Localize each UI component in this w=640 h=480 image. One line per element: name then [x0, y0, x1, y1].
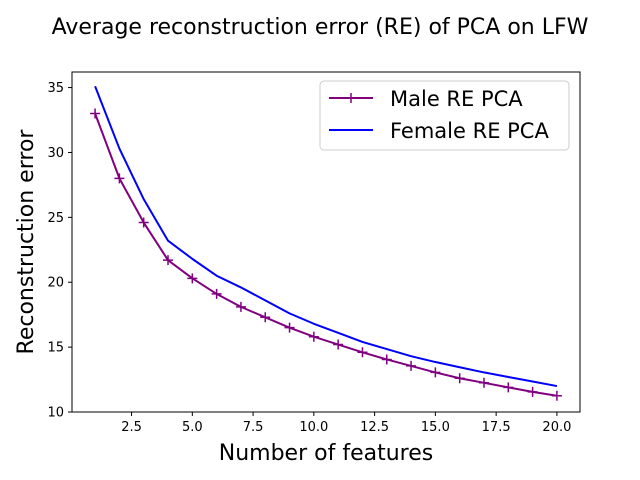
data-point: [381, 354, 392, 365]
legend: Male RE PCA Female RE PCA: [319, 80, 570, 151]
legend-marker-male: [346, 93, 356, 103]
data-point: [260, 312, 271, 323]
x-tick-label: 5.0: [182, 420, 203, 435]
legend-label-female: Female RE PCA: [390, 119, 549, 143]
y-tick-label: 30: [47, 146, 64, 161]
data-point: [308, 331, 319, 342]
data-point: [454, 373, 465, 384]
x-tick-label: 10.0: [299, 420, 328, 435]
series-layer: [90, 85, 562, 401]
x-tick-label: 20.0: [542, 420, 571, 435]
x-tick-label: 17.5: [482, 420, 511, 435]
data-point: [235, 301, 246, 312]
data-point: [333, 339, 344, 350]
x-tick-label: 12.5: [360, 420, 389, 435]
data-point: [211, 288, 222, 299]
x-tick-label: 15.0: [421, 420, 450, 435]
data-point: [90, 108, 101, 119]
y-tick-label: 25: [47, 211, 64, 226]
legend-box: [319, 80, 570, 151]
data-point: [430, 367, 441, 378]
data-point: [503, 382, 514, 393]
series-male-re-pca: [90, 108, 562, 401]
chart-title: Average reconstruction error (RE) of PCA…: [52, 15, 589, 40]
y-axis-label: Reconstruction error: [14, 129, 39, 355]
plot-area: 2.5 5.0 7.5 10.0 12.5 15.0 17.5 20.0 10 15 20 25 30…: [47, 71, 581, 435]
data-point: [163, 255, 174, 266]
data-point: [527, 386, 538, 397]
legend-label-male: Male RE PCA: [390, 87, 523, 111]
y-tick-label: 15: [47, 341, 64, 356]
y-tick-label: 20: [47, 276, 64, 291]
data-point: [406, 360, 417, 371]
data-point: [284, 322, 295, 333]
series-female-re-pca: [94, 85, 558, 388]
series-line-male-re-pca: [94, 113, 558, 397]
y-axis: 10 15 20 25 30 35: [47, 81, 72, 421]
data-point: [138, 217, 149, 228]
data-point: [357, 347, 368, 358]
data-point: [478, 377, 489, 388]
data-point: [551, 390, 562, 401]
x-axis-label: Number of features: [219, 441, 433, 466]
axes-frame: [71, 71, 581, 413]
data-point: [187, 273, 198, 284]
x-tick-label: 7.5: [243, 420, 264, 435]
y-tick-label: 35: [47, 81, 64, 96]
series-line-female-re-pca: [94, 85, 558, 388]
y-tick-label: 10: [47, 406, 64, 421]
data-point: [114, 173, 125, 184]
x-tick-label: 2.5: [121, 420, 142, 435]
x-axis: 2.5 5.0 7.5 10.0 12.5 15.0 17.5 20.0: [121, 412, 571, 435]
